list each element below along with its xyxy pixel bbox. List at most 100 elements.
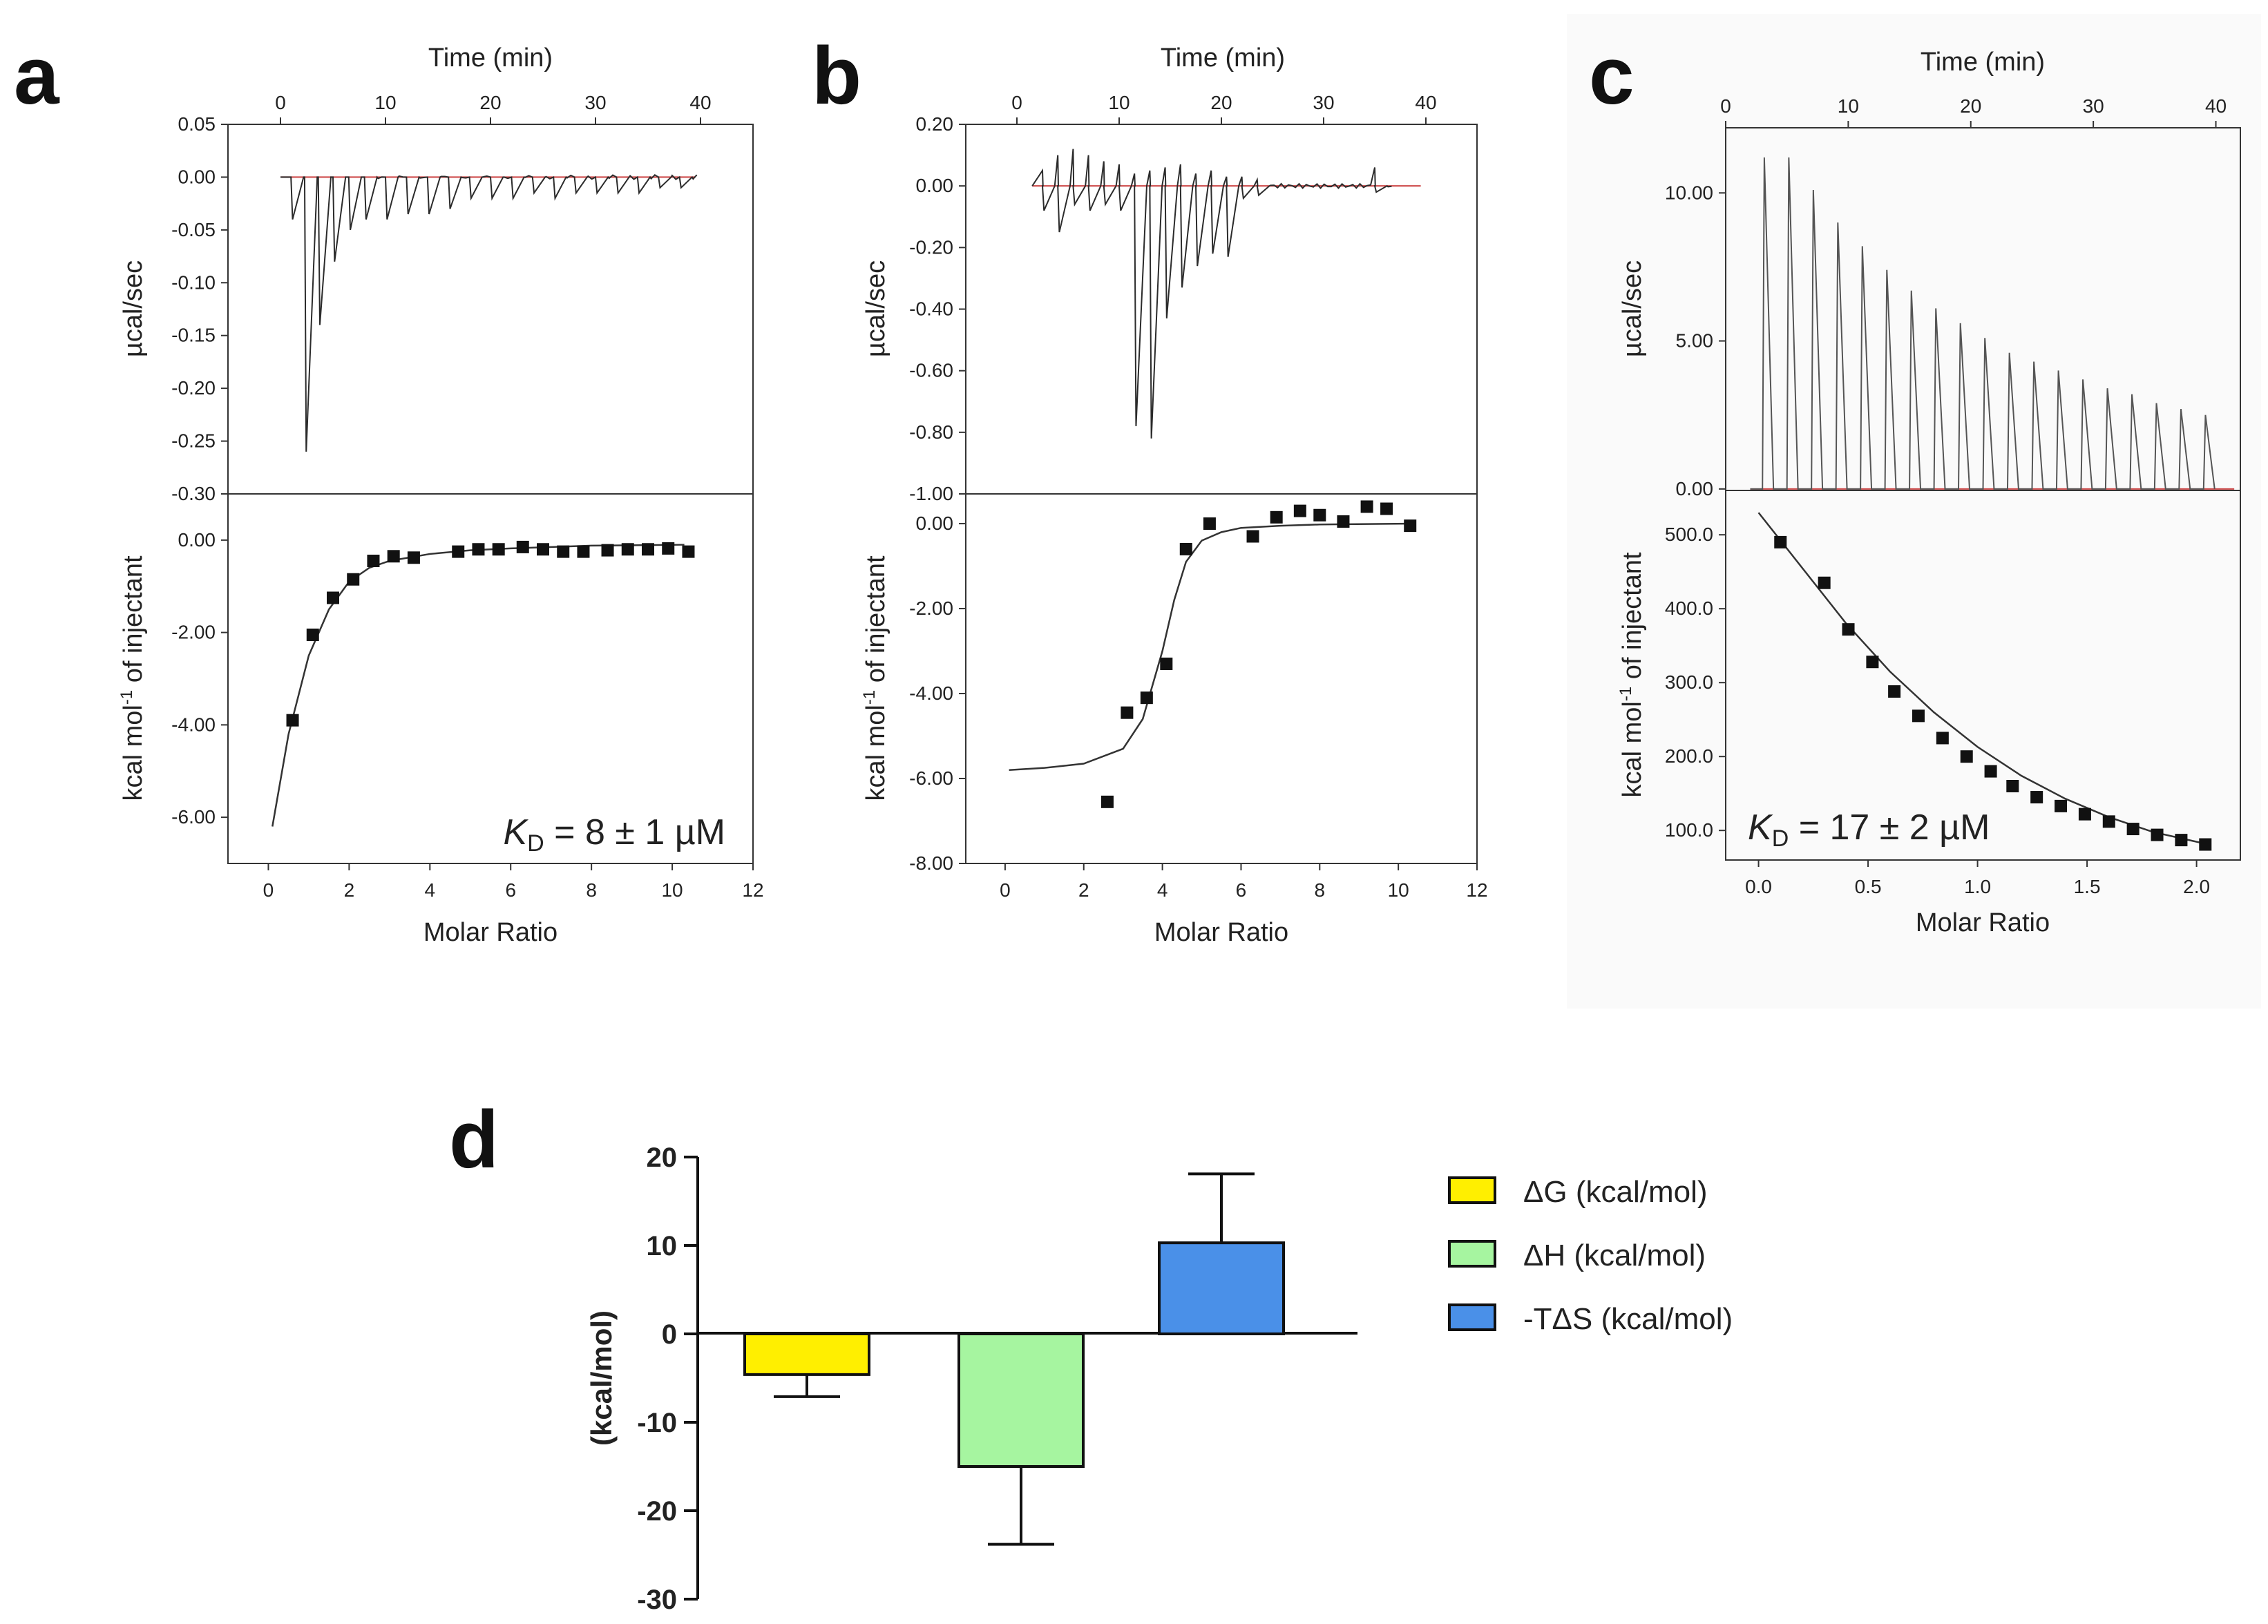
d-ytick-label: -10 bbox=[637, 1408, 677, 1438]
bottom-ytick-label: -6.00 bbox=[909, 767, 953, 789]
data-point bbox=[621, 543, 634, 556]
bottom-ytick-label: 0.00 bbox=[178, 529, 216, 551]
bottom-xtick-label: 0.5 bbox=[1855, 876, 1882, 897]
panel-label-c: c bbox=[1589, 30, 1635, 122]
bottom-ytick-label: -6.00 bbox=[171, 806, 216, 828]
bottom-xtick-label: 4 bbox=[425, 879, 436, 901]
bottom-ytick-label: -4.00 bbox=[909, 682, 953, 704]
panel-c-top-ylabel: µcal/sec bbox=[1618, 260, 1647, 357]
time-tick-label: 10 bbox=[374, 92, 396, 113]
bottom-xtick-label: 2 bbox=[344, 879, 355, 901]
panel-a-bottom-ylabel: kcal mol-1 of injectant bbox=[117, 555, 148, 801]
kcal-label-main: kcal mol bbox=[1618, 701, 1647, 797]
time-tick-label: 30 bbox=[584, 92, 606, 113]
panel-c-points bbox=[1774, 535, 2212, 851]
data-point bbox=[1121, 706, 1134, 719]
time-tick-label: 40 bbox=[2205, 95, 2227, 117]
top-ytick-label: -0.05 bbox=[171, 219, 216, 240]
panel-b-points bbox=[1100, 500, 1417, 808]
panel-label-d: d bbox=[449, 1094, 499, 1185]
bottom-xtick-label: 1.0 bbox=[1964, 876, 1991, 897]
data-point bbox=[642, 543, 654, 556]
time-tick-label: 40 bbox=[689, 92, 711, 113]
bottom-ytick-label: 0.00 bbox=[916, 513, 954, 534]
panel-c-fit-curve bbox=[1757, 512, 2206, 845]
bottom-xtick-label: 1.5 bbox=[2074, 876, 2101, 897]
panel-a-points bbox=[286, 540, 695, 727]
kcal-label-end: of injectant bbox=[119, 555, 148, 690]
bottom-xtick-label: 0.0 bbox=[1745, 876, 1772, 897]
data-point bbox=[367, 554, 380, 567]
kd-k: K bbox=[503, 812, 528, 852]
data-point bbox=[1360, 500, 1373, 513]
panel-a-bottom-xticks: 0 2 4 6 8 10 12 bbox=[263, 863, 764, 901]
data-point bbox=[1912, 709, 1925, 723]
top-ytick-label: 0.00 bbox=[178, 166, 216, 187]
data-point bbox=[2126, 823, 2140, 836]
data-point bbox=[1380, 502, 1393, 515]
bottom-xtick-label: 12 bbox=[1466, 879, 1487, 901]
panel-c-time-title: Time (min) bbox=[1921, 48, 2045, 77]
data-point bbox=[1960, 750, 1973, 763]
data-point bbox=[2199, 838, 2212, 851]
panel-c: Time (min) 0 10 20 30 40 10.00 5.00 0.00 500.0… bbox=[1617, 48, 2241, 937]
panel-b-xlabel: Molar Ratio bbox=[1154, 918, 1288, 947]
time-tick-label: 0 bbox=[1720, 95, 1731, 117]
bottom-xtick-label: 10 bbox=[1388, 879, 1409, 901]
data-point bbox=[2151, 828, 2164, 841]
data-point bbox=[452, 545, 465, 558]
bottom-xtick-label: 8 bbox=[586, 879, 597, 901]
top-ytick-label: -0.40 bbox=[909, 298, 953, 320]
panel-c-background bbox=[1567, 14, 2261, 1009]
panel-b-raw-trace bbox=[1031, 149, 1392, 439]
panel-d-yticks: 20 10 0 -10 -20 -30 bbox=[637, 1143, 698, 1615]
top-ytick-label: 10.00 bbox=[1665, 182, 1713, 203]
panel-b-bottom-ylabel: kcal mol-1 of injectant bbox=[860, 555, 890, 801]
bottom-xtick-label: 0 bbox=[263, 879, 274, 901]
top-ytick-label: -0.25 bbox=[171, 430, 216, 452]
bottom-ytick-label: 200.0 bbox=[1665, 745, 1713, 767]
panel-c-top-yticks: 10.00 5.00 0.00 bbox=[1665, 182, 1726, 499]
data-point bbox=[1179, 542, 1192, 555]
kcal-label-sup: -1 bbox=[1617, 687, 1635, 701]
panel-a-raw-trace bbox=[280, 174, 698, 452]
panel-a-bottom-frame bbox=[227, 493, 754, 864]
kd-rest: = 8 ± 1 µM bbox=[544, 812, 725, 852]
data-point bbox=[557, 545, 570, 558]
top-ytick-label: 0.05 bbox=[178, 113, 216, 135]
data-point bbox=[1313, 508, 1326, 522]
kd-sub: D bbox=[527, 830, 544, 857]
panel-label-b: b bbox=[812, 30, 861, 122]
legend-label-TdS: -TΔS (kcal/mol) bbox=[1523, 1302, 1733, 1336]
panel-a-fit-curve bbox=[271, 544, 685, 827]
bar-TdS bbox=[1158, 1241, 1285, 1336]
data-point bbox=[1984, 765, 1997, 778]
time-tick-label: 10 bbox=[1108, 92, 1130, 113]
time-tick-label: 10 bbox=[1838, 95, 1859, 117]
panel-a-top-yticks: 0.05 0.00 -0.05 -0.10 -0.15 -0.20 -0.25 -0.30 bbox=[171, 113, 228, 504]
panel-b-bottom-frame bbox=[965, 493, 1478, 864]
panel-c-bottom-ylabel: kcal mol-1 of injectant bbox=[1617, 552, 1647, 798]
data-point bbox=[347, 573, 360, 586]
data-point bbox=[1140, 691, 1153, 705]
panel-b-bottom-yticks: 0.00 -2.00 -4.00 -6.00 -8.00 bbox=[909, 513, 966, 874]
bottom-ytick-label: -2.00 bbox=[909, 598, 953, 619]
time-tick-label: 30 bbox=[2083, 95, 2104, 117]
panel-a: Time (min) 0 10 20 30 40 0.050.00-0.05-0.10-… bbox=[117, 44, 764, 947]
data-point bbox=[1818, 576, 1831, 589]
panel-d: 20 10 0 -10 -20 -30 (kcal/mol) ΔG (kcal/mol) … bbox=[585, 1143, 1733, 1615]
panel-a-time-title: Time (min) bbox=[428, 44, 553, 73]
data-point bbox=[492, 543, 505, 556]
time-tick-label: 30 bbox=[1313, 92, 1334, 113]
top-ytick-label: 0.00 bbox=[916, 175, 954, 196]
top-ytick-label: -0.80 bbox=[909, 421, 953, 443]
kcal-label-main: kcal mol bbox=[861, 705, 890, 801]
panel-d-ylabel: (kcal/mol) bbox=[585, 1310, 618, 1446]
data-point bbox=[407, 551, 420, 564]
data-point bbox=[1246, 530, 1259, 543]
bottom-xtick-label: 10 bbox=[661, 879, 683, 901]
time-tick-label: 20 bbox=[1960, 95, 1981, 117]
data-point bbox=[2078, 808, 2091, 821]
data-point bbox=[1270, 510, 1283, 524]
kcal-label-sup: -1 bbox=[860, 690, 879, 705]
